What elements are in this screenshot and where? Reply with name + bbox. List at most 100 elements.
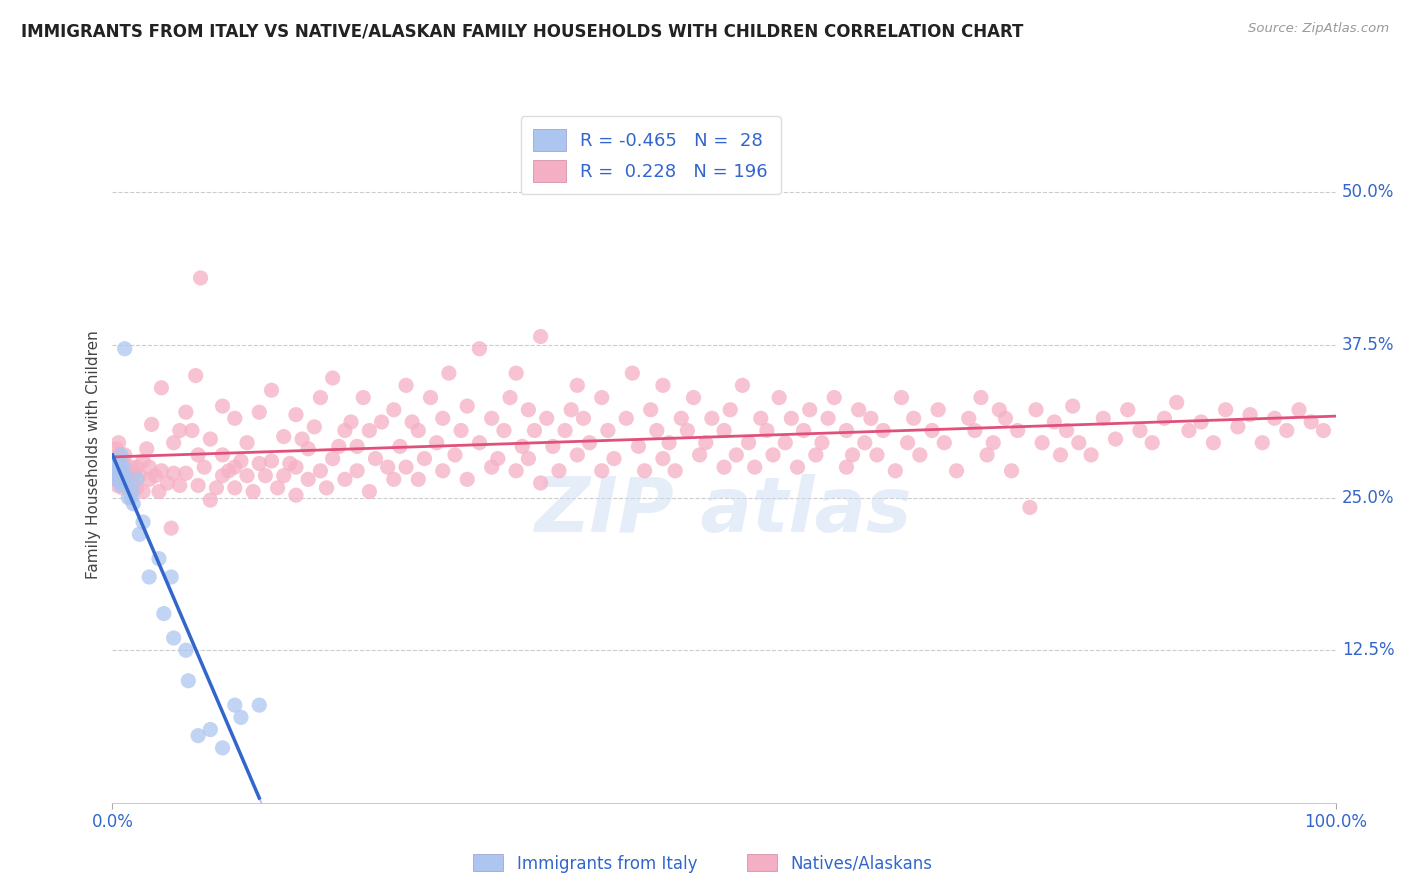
Point (333, 424, 356, 438)
Point (1275, 424, 1298, 438)
Point (567, 378, 589, 392)
Point (988, 402, 1011, 417)
Point (107, 448, 129, 462)
Point (138, 570, 160, 584)
Point (505, 464, 527, 478)
Point (1067, 435, 1090, 450)
Point (945, 464, 967, 478)
Point (260, 454, 283, 468)
Point (903, 411, 925, 425)
Point (247, 698, 270, 713)
Point (107, 464, 129, 478)
Point (658, 435, 681, 450)
Point (169, 478, 191, 492)
Point (153, 607, 176, 621)
Point (297, 442, 319, 456)
Point (927, 402, 949, 417)
Point (652, 451, 675, 466)
Point (105, 472, 128, 486)
Y-axis label: Family Households with Children: Family Households with Children (86, 331, 101, 579)
Point (859, 411, 882, 425)
Point (627, 439, 650, 453)
Point (229, 454, 252, 468)
Point (160, 521, 183, 535)
Point (148, 551, 170, 566)
Point (169, 424, 191, 438)
Point (621, 366, 644, 380)
Point (1153, 411, 1175, 425)
Point (1056, 424, 1078, 438)
Point (1264, 411, 1286, 425)
Point (141, 417, 163, 432)
Point (614, 411, 637, 425)
Point (104, 472, 127, 486)
Point (713, 424, 735, 438)
Point (132, 484, 155, 499)
Point (897, 435, 920, 450)
Point (163, 467, 186, 481)
Point (110, 448, 132, 462)
Point (108, 457, 131, 471)
Point (304, 420, 326, 434)
Point (224, 411, 246, 425)
Point (817, 411, 839, 425)
Point (104, 454, 127, 468)
Point (432, 464, 454, 478)
Point (156, 475, 179, 490)
Point (135, 442, 157, 456)
Point (517, 402, 540, 417)
Point (671, 411, 693, 425)
Point (132, 515, 155, 529)
Point (174, 467, 197, 481)
Point (115, 472, 138, 486)
Point (184, 368, 207, 383)
Point (700, 411, 723, 425)
Point (346, 464, 368, 478)
Point (105, 478, 128, 492)
Point (315, 481, 337, 495)
Point (1031, 435, 1053, 450)
Point (676, 424, 699, 438)
Point (567, 448, 589, 462)
Point (322, 451, 344, 466)
Point (1312, 424, 1334, 438)
Point (1189, 415, 1212, 429)
Point (456, 472, 478, 486)
Point (218, 464, 240, 478)
Point (1166, 395, 1188, 409)
Point (190, 271, 212, 285)
Point (247, 457, 270, 471)
Point (695, 435, 717, 450)
Point (921, 424, 943, 438)
Point (749, 411, 772, 425)
Point (713, 460, 735, 475)
Point (890, 391, 912, 405)
Point (266, 481, 288, 495)
Point (401, 415, 423, 429)
Point (981, 435, 1004, 450)
Point (572, 411, 595, 425)
Point (1092, 411, 1115, 425)
Point (107, 467, 129, 481)
Point (236, 468, 259, 483)
Point (994, 411, 1017, 425)
Point (866, 448, 889, 462)
Point (548, 464, 571, 478)
Point (744, 460, 766, 475)
Point (284, 488, 308, 502)
Point (652, 378, 675, 392)
Point (780, 411, 803, 425)
Point (364, 451, 387, 466)
Point (177, 673, 200, 688)
Point (529, 329, 551, 343)
Point (848, 402, 870, 417)
Point (382, 402, 405, 417)
Point (1104, 432, 1126, 446)
Point (853, 435, 876, 450)
Text: IMMIGRANTS FROM ITALY VS NATIVE/ALASKAN FAMILY HOUSEHOLDS WITH CHILDREN CORRELAT: IMMIGRANTS FROM ITALY VS NATIVE/ALASKAN … (21, 22, 1024, 40)
Point (450, 424, 472, 438)
Point (388, 439, 411, 453)
Point (111, 458, 134, 473)
Point (128, 468, 150, 483)
Point (121, 475, 143, 490)
